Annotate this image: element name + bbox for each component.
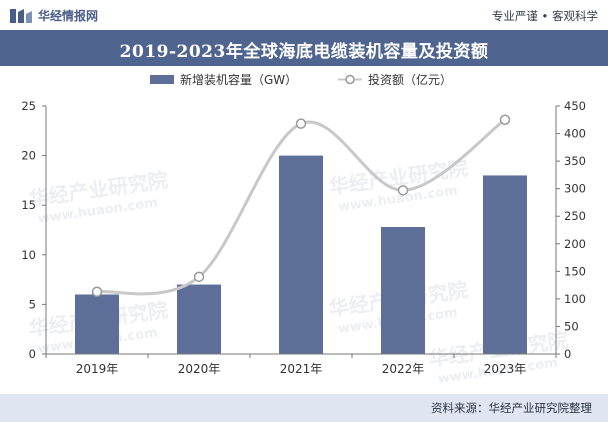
x-tick-label: 2022年 — [382, 362, 425, 376]
bar — [279, 155, 323, 354]
line-point — [295, 118, 307, 129]
y-left-tick-label: 15 — [21, 198, 36, 212]
footer: 资料来源：华经产业研究院整理 — [0, 394, 608, 422]
huajing-logo-icon — [10, 8, 32, 23]
y-left-tick-label: 5 — [29, 297, 36, 311]
y-right-tick-label: 100 — [564, 292, 586, 306]
y-right-tick-label: 250 — [564, 209, 586, 223]
x-tick-label: 2021年 — [280, 362, 323, 376]
line-point — [91, 286, 103, 297]
bar — [381, 227, 425, 354]
line-point — [397, 185, 409, 196]
y-left-tick-label: 20 — [21, 149, 36, 163]
y-right-tick-label: 50 — [564, 319, 579, 333]
y-left-tick-label: 25 — [21, 99, 36, 113]
legend-line-marker — [345, 74, 355, 85]
legend-bar-label: 新增装机容量（GW） — [180, 72, 297, 87]
y-left-tick-label: 10 — [21, 248, 36, 262]
bar — [177, 284, 221, 354]
x-tick-label: 2020年 — [178, 362, 221, 376]
y-right-tick-label: 450 — [564, 99, 586, 113]
top-bar: 华经情报网 专业严谨 • 客观科学 — [0, 0, 608, 30]
x-tick-label: 2019年 — [76, 362, 119, 376]
legend-line-label: 投资额（亿元） — [368, 72, 452, 87]
chart: 华经产业研究院www.huaon.com华经产业研究院www.huaon.com… — [21, 72, 586, 387]
y-right-tick-label: 200 — [564, 237, 586, 251]
y-right-tick-label: 150 — [564, 264, 586, 278]
y-right-tick-label: 0 — [564, 347, 571, 361]
bar — [75, 294, 119, 354]
line-point — [193, 271, 205, 283]
x-tick-label: 2023年 — [484, 362, 527, 376]
y-right-tick-label: 300 — [564, 182, 586, 196]
legend-bar-swatch — [150, 75, 174, 84]
bar — [483, 175, 527, 354]
source-note: 资料来源：华经产业研究院整理 — [431, 401, 592, 415]
title-bar: 2019-2023年全球海底电缆装机容量及投资额 — [0, 30, 608, 66]
slogan: 专业严谨 • 客观科学 — [491, 9, 598, 23]
y-right-tick-label: 400 — [564, 127, 586, 141]
line-point — [499, 114, 511, 126]
brand-name: 华经情报网 — [38, 9, 99, 23]
y-right-tick-label: 350 — [564, 154, 586, 168]
brand[interactable]: 华经情报网 — [10, 7, 98, 24]
y-left-tick-label: 0 — [29, 347, 36, 361]
chart-title: 2019-2023年全球海底电缆装机容量及投资额 — [119, 42, 489, 62]
